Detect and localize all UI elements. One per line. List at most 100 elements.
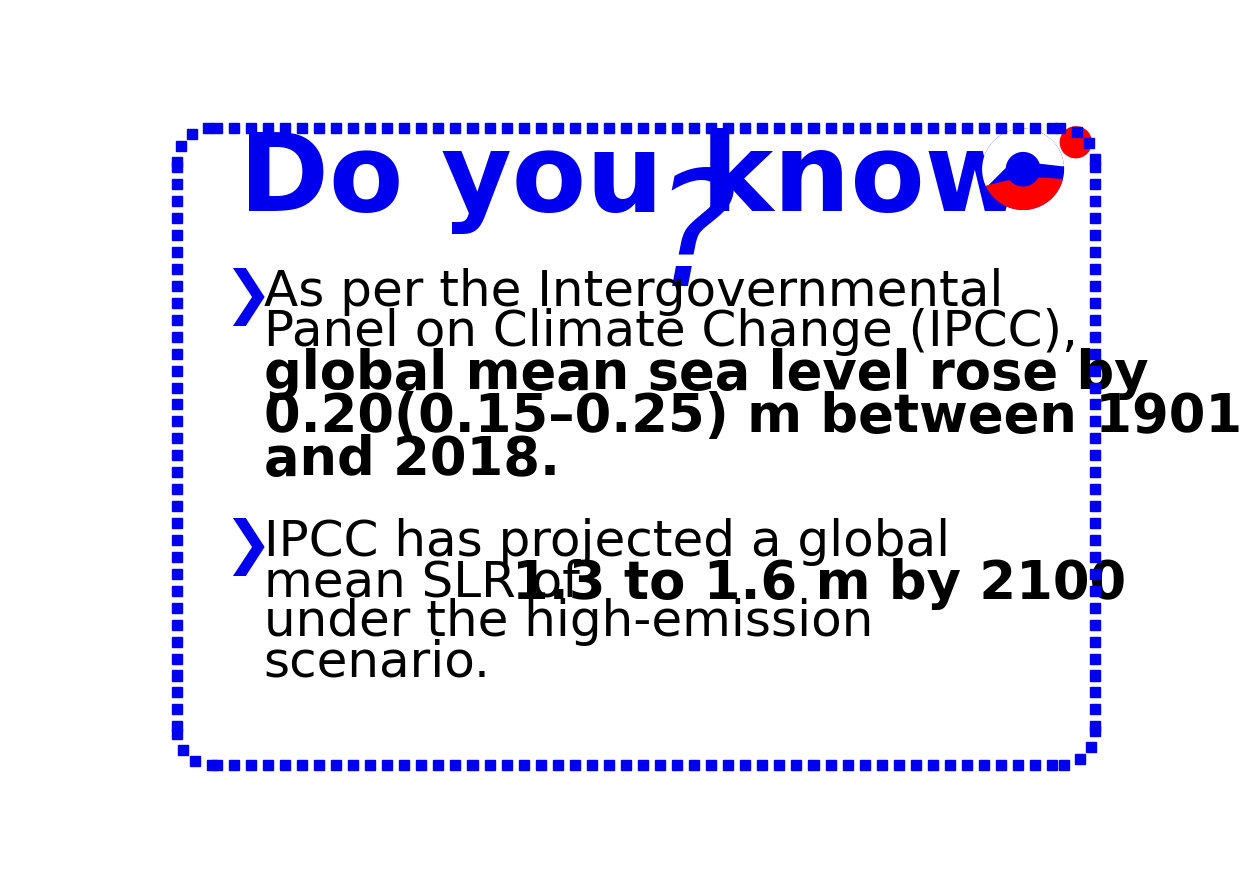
Bar xyxy=(689,123,699,133)
Bar xyxy=(997,123,1006,133)
Bar xyxy=(570,123,580,133)
Bar xyxy=(171,281,182,291)
Bar xyxy=(825,123,835,133)
Bar xyxy=(171,518,182,528)
Bar xyxy=(450,760,460,770)
Bar xyxy=(706,123,716,133)
Bar xyxy=(171,383,182,392)
Bar xyxy=(228,760,238,770)
Bar xyxy=(171,213,182,223)
Bar xyxy=(962,760,972,770)
Bar xyxy=(536,123,546,133)
Bar xyxy=(1090,552,1101,562)
Bar xyxy=(171,620,182,629)
Bar xyxy=(1090,653,1101,664)
Bar xyxy=(519,760,529,770)
Bar xyxy=(177,745,187,755)
Text: and 2018.: and 2018. xyxy=(263,434,560,486)
Bar xyxy=(1059,760,1069,770)
Bar xyxy=(792,123,802,133)
Bar xyxy=(604,760,614,770)
Bar xyxy=(1075,754,1085,765)
Bar xyxy=(171,552,182,562)
Bar xyxy=(171,568,182,579)
Bar xyxy=(450,123,460,133)
Bar xyxy=(171,433,182,444)
Bar xyxy=(280,123,290,133)
Text: scenario.: scenario. xyxy=(263,638,490,686)
Bar xyxy=(928,123,938,133)
Bar xyxy=(171,196,182,206)
Bar xyxy=(171,230,182,240)
Bar xyxy=(655,760,665,770)
Bar xyxy=(860,760,870,770)
Bar xyxy=(433,760,443,770)
Bar xyxy=(740,123,751,133)
Bar xyxy=(171,264,182,274)
Bar xyxy=(552,123,562,133)
Text: Panel on Climate Change (IPCC),: Panel on Climate Change (IPCC), xyxy=(263,308,1077,356)
Bar xyxy=(246,123,256,133)
Bar xyxy=(187,128,197,139)
Text: global mean sea level rose by: global mean sea level rose by xyxy=(263,348,1148,400)
Bar xyxy=(1085,138,1095,148)
Bar xyxy=(212,123,222,133)
Bar xyxy=(1090,535,1101,545)
Bar xyxy=(1030,760,1040,770)
Text: 1.3 to 1.6 m by 2100: 1.3 to 1.6 m by 2100 xyxy=(511,558,1126,610)
Bar xyxy=(365,123,375,133)
Bar xyxy=(171,670,182,681)
Bar xyxy=(928,760,938,770)
Bar xyxy=(944,760,954,770)
Bar xyxy=(1090,315,1101,324)
Bar xyxy=(416,760,427,770)
Bar xyxy=(171,636,182,646)
Bar xyxy=(1090,179,1101,189)
Bar xyxy=(433,123,443,133)
Bar xyxy=(876,760,887,770)
Bar xyxy=(655,123,665,133)
Text: As per the Intergovernmental: As per the Intergovernmental xyxy=(263,268,1003,316)
Bar xyxy=(911,123,921,133)
Bar xyxy=(171,315,182,324)
Bar xyxy=(1090,383,1101,392)
Bar xyxy=(894,760,903,770)
Bar xyxy=(1090,620,1101,629)
Bar xyxy=(297,123,307,133)
Bar xyxy=(1090,298,1101,308)
Bar xyxy=(171,247,182,257)
Bar xyxy=(724,123,733,133)
Text: ❯: ❯ xyxy=(223,268,272,326)
Bar xyxy=(587,123,597,133)
Bar xyxy=(843,123,853,133)
Text: mean SLR of: mean SLR of xyxy=(263,558,596,606)
Text: ❯: ❯ xyxy=(223,518,272,576)
Bar xyxy=(536,760,546,770)
Bar xyxy=(171,366,182,376)
Bar xyxy=(1090,433,1101,444)
Bar xyxy=(171,501,182,511)
Bar xyxy=(190,756,200,766)
Bar xyxy=(1090,586,1101,596)
Bar xyxy=(1090,264,1101,274)
Bar xyxy=(1086,742,1096,751)
Bar xyxy=(484,760,495,770)
Bar xyxy=(1090,636,1101,646)
Bar xyxy=(246,760,256,770)
Bar xyxy=(638,123,648,133)
Bar xyxy=(1090,366,1101,376)
Text: Do you know: Do you know xyxy=(238,128,1025,233)
Bar xyxy=(1090,518,1101,528)
Bar xyxy=(1090,721,1101,731)
Bar xyxy=(1090,726,1101,735)
Bar xyxy=(979,760,989,770)
Bar xyxy=(172,729,182,739)
Bar xyxy=(171,535,182,545)
Bar xyxy=(1072,126,1082,137)
Bar xyxy=(365,760,375,770)
Bar xyxy=(1030,123,1040,133)
Bar xyxy=(1013,123,1023,133)
Bar xyxy=(171,705,182,714)
Bar xyxy=(400,123,410,133)
Bar xyxy=(171,163,182,172)
